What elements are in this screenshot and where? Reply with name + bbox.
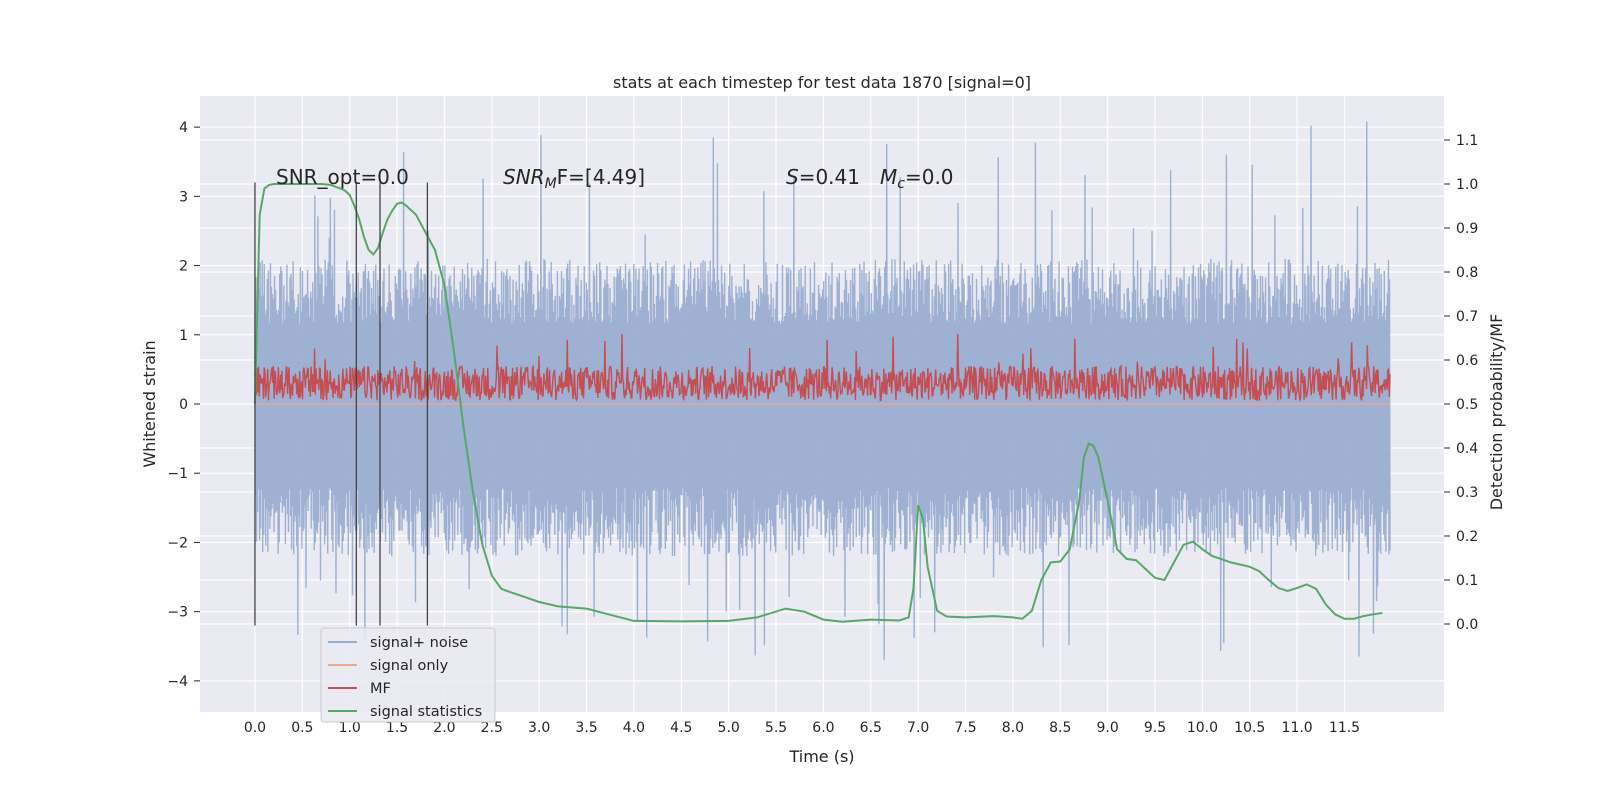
signal-statistics-line xyxy=(253,183,1383,623)
y-tick-label-left: 1 xyxy=(179,328,188,344)
x-tick-label: 11.0 xyxy=(1282,720,1313,736)
x-tick-label: 10.0 xyxy=(1187,720,1218,736)
x-tick-label: 7.0 xyxy=(907,720,929,736)
data-series xyxy=(253,121,1391,661)
y-axis-label-left: Whitened strain xyxy=(140,340,159,467)
x-tick-label: 9.0 xyxy=(1097,720,1119,736)
legend-label-signal-statistics: signal statistics xyxy=(370,704,482,720)
y-tick-label-left: 2 xyxy=(179,259,188,275)
annotation-snr-opt: SNR_opt=0.0 xyxy=(276,165,409,189)
x-tick-label: 5.0 xyxy=(718,720,740,736)
x-tick-label: 2.0 xyxy=(433,720,455,736)
mc-rest: =0.0 xyxy=(905,165,954,189)
legend-box xyxy=(320,627,496,723)
x-tick-label: 6.5 xyxy=(860,720,882,736)
mf-line xyxy=(254,333,1391,402)
snr-mf-main: SNR xyxy=(503,165,545,189)
y-tick-label-left: 3 xyxy=(179,189,188,205)
y-tick-label-right: 0.4 xyxy=(1456,441,1478,457)
x-tick-label: 0.5 xyxy=(291,720,313,736)
y-tick-label-left: 0 xyxy=(179,397,188,413)
annotation-s: S=0.41 xyxy=(786,165,860,189)
y-tick-label-right: 0.3 xyxy=(1456,485,1478,501)
y-tick-label-left: −3 xyxy=(167,605,188,621)
x-tick-label: 11.5 xyxy=(1329,720,1360,736)
y-tick-label-left: −1 xyxy=(167,466,188,482)
x-tick-label: 1.5 xyxy=(386,720,408,736)
x-tick-label: 8.5 xyxy=(1049,720,1071,736)
x-tick-label: 10.5 xyxy=(1234,720,1265,736)
y-tick-label-left: −2 xyxy=(167,535,188,551)
y-tick-label-left: 4 xyxy=(179,120,188,136)
y-tick-label-right: 1.0 xyxy=(1456,177,1478,193)
x-tick-label: 0.0 xyxy=(244,720,266,736)
y-tick-label-right: 0.1 xyxy=(1456,573,1478,589)
x-tick-label: 2.5 xyxy=(481,720,503,736)
x-axis-label: Time (s) xyxy=(788,747,854,766)
x-tick-label: 8.0 xyxy=(1002,720,1024,736)
tick-labels: 0.0 0.5 1.0 1.5 2.0 2.5 3.0 3.5 4.0 4.5 5.0 5.5 6.0 6… xyxy=(167,120,1478,736)
x-tick-label: 5.5 xyxy=(765,720,787,736)
y-axis-label-right: Detection probability/MF xyxy=(1487,314,1506,511)
y-tick-label-left: −4 xyxy=(167,674,188,690)
y-tick-label-right: 0.0 xyxy=(1456,617,1478,633)
y-tick-label-right: 0.5 xyxy=(1456,397,1478,413)
annotation-mc: Mc=0.0 xyxy=(880,165,954,192)
mc-main: M xyxy=(880,165,897,189)
y-tick-label-right: 0.7 xyxy=(1456,309,1478,325)
y-tick-label-right: 0.8 xyxy=(1456,265,1478,281)
legend-label-signal-only: signal only xyxy=(370,658,449,674)
x-tick-label: 3.0 xyxy=(528,720,550,736)
snr-mf-sub: M xyxy=(545,176,557,192)
legend-label-mf: MF xyxy=(370,681,391,697)
x-tick-label: 7.5 xyxy=(954,720,976,736)
x-tick-label: 3.5 xyxy=(575,720,597,736)
chart-title: stats at each timestep for test data 187… xyxy=(613,73,1031,92)
x-tick-label: 9.5 xyxy=(1144,720,1166,736)
y-tick-label-right: 1.1 xyxy=(1456,133,1478,149)
mc-sub: c xyxy=(897,176,905,192)
snr-mf-rest: F=[4.49] xyxy=(557,165,645,189)
x-tick-label: 4.0 xyxy=(623,720,645,736)
vertical-markers xyxy=(254,182,429,626)
legend: signal+ noise signal only MF signal stat… xyxy=(320,627,496,723)
s-main: S xyxy=(786,165,799,189)
legend-label-signal-noise: signal+ noise xyxy=(370,635,468,651)
y-tick-label-right: 0.6 xyxy=(1456,353,1478,369)
y-tick-label-right: 0.2 xyxy=(1456,529,1478,545)
x-tick-label: 4.5 xyxy=(670,720,692,736)
x-tick-label: 6.0 xyxy=(812,720,834,736)
annotation-snr-mf: SNRMF=[4.49] xyxy=(503,165,645,192)
x-tick-label: 1.0 xyxy=(339,720,361,736)
s-rest: =0.41 xyxy=(799,165,860,189)
y-tick-label-right: 0.9 xyxy=(1456,221,1478,237)
